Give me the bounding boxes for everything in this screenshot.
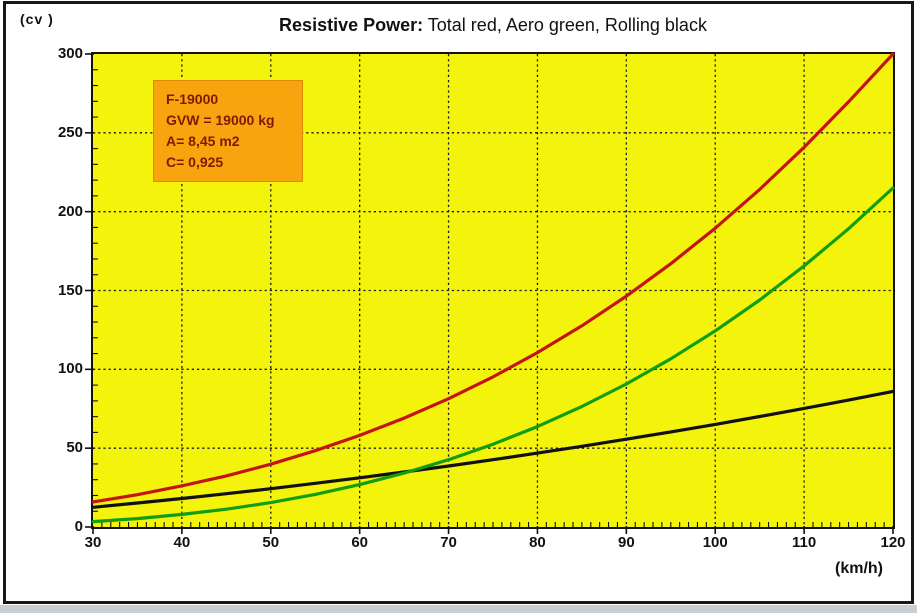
vehicle-drag-coeff-label: C= 0,925 (166, 154, 224, 170)
chart-title-bold: Resistive Power: (279, 15, 424, 35)
x-tick-label: 60 (351, 534, 368, 551)
y-tick-label: 50 (66, 439, 83, 457)
curve-rolling (91, 389, 895, 509)
x-tick-label: 40 (173, 534, 191, 551)
vehicle-parameters-box: F-19000 GVW = 19000 kg A= 8,45 m2 C= 0,9… (153, 80, 303, 182)
y-tick-label: 300 (57, 45, 83, 62)
chart-canvas (85, 52, 895, 534)
x-tick-label: 100 (702, 534, 728, 551)
x-tick-label: 110 (792, 534, 817, 551)
y-tick-label: 200 (57, 202, 83, 220)
y-tick-label: 250 (57, 123, 83, 141)
y-tick-label: 0 (74, 518, 83, 535)
x-tick-label: 30 (84, 534, 102, 551)
vehicle-frontal-area-label: A= 8,45 m2 (166, 133, 240, 149)
curve-aero (91, 186, 895, 524)
x-axis-unit-label: (km/h) (835, 560, 883, 577)
axis-ticks (85, 53, 894, 534)
y-tick-label: 100 (57, 360, 83, 378)
x-tick-label: 70 (440, 534, 457, 551)
chart-title-rest: Total red, Aero green, Rolling black (423, 15, 707, 35)
bottom-window-strip (0, 605, 917, 613)
x-tick-label: 90 (617, 534, 635, 551)
x-tick-label: 80 (529, 534, 546, 551)
y-axis-unit-label: (cv ) (20, 11, 54, 27)
curve-total (91, 52, 895, 504)
x-tick-label: 120 (880, 534, 906, 551)
chart-title: Resistive Power: Total red, Aero green, … (93, 15, 893, 36)
vehicle-model-label: F-19000 (166, 91, 219, 107)
x-tick-label: 50 (262, 534, 280, 551)
y-tick-label: 150 (57, 281, 83, 299)
vehicle-gvw-label: GVW = 19000 kg (166, 112, 275, 128)
